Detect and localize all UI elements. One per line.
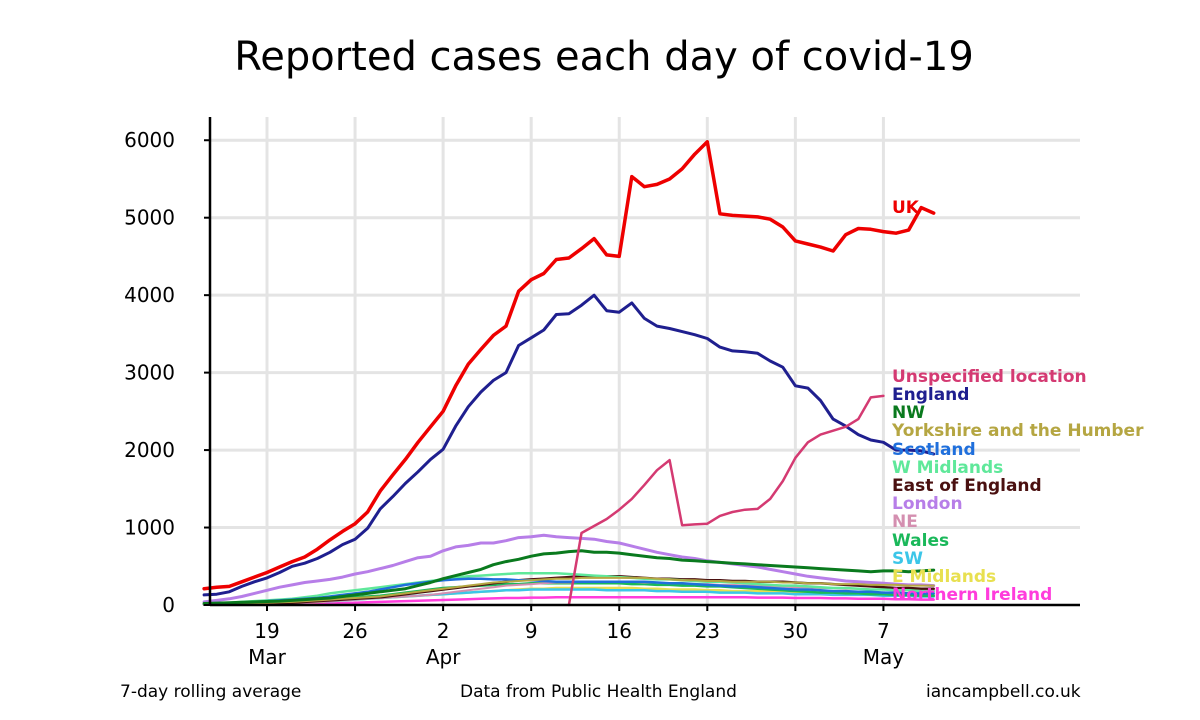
axes	[204, 117, 1080, 611]
x-tick-label: 26	[342, 619, 367, 643]
series-lines	[202, 140, 936, 607]
x-tick-label: 9	[525, 619, 538, 643]
legend-label-east-of-england: East of England	[892, 476, 1042, 496]
footer-website: iancampbell.co.uk	[926, 682, 1081, 702]
legend-label-wales: Wales	[892, 531, 949, 551]
x-tick-label: 2	[437, 619, 450, 643]
footer-note-rolling-average: 7-day rolling average	[120, 682, 302, 702]
legend-label-london: London	[892, 494, 963, 514]
series-line-london	[202, 533, 936, 604]
x-tick-label: 7	[877, 619, 890, 643]
y-tick-label: 4000	[124, 283, 175, 307]
series-line-northern-ireland	[202, 596, 935, 606]
y-tick-label: 6000	[124, 128, 175, 152]
x-month-label: May	[863, 645, 905, 669]
footer-data-source: Data from Public Health England	[460, 682, 737, 702]
legend-label-england: England	[892, 385, 969, 405]
y-tick-label: 0	[162, 593, 175, 617]
x-tick-label: 30	[783, 619, 808, 643]
legend-label-scotland: Scotland	[892, 440, 976, 460]
legend-label-e-midlands: E Midlands	[892, 567, 996, 587]
legend-label-nw: NW	[892, 403, 925, 423]
x-month-label: Apr	[426, 645, 461, 669]
legend-label-w-midlands: W Midlands	[892, 458, 1003, 478]
series-line-uk	[202, 140, 936, 591]
legend-label-ne: NE	[892, 512, 918, 532]
legend-label-sw: SW	[892, 549, 923, 569]
x-month-label: Mar	[248, 645, 287, 669]
series-line-yorkshire-and-the-humber	[203, 576, 935, 606]
series-line-unspecified-location	[567, 394, 885, 607]
y-tick-label: 1000	[124, 516, 175, 540]
x-tick-label: 23	[695, 619, 720, 643]
legend-label-northern-ireland: Northern Ireland	[892, 585, 1052, 605]
series-line-england	[202, 293, 936, 597]
series-line-nw	[202, 549, 936, 605]
x-tick-label: 16	[607, 619, 632, 643]
legend: UK Unspecified locationEnglandNWYorkshire…	[891, 198, 1144, 605]
legend-label-yorkshire-and-the-humber: Yorkshire and the Humber	[891, 421, 1144, 441]
series-line-w-midlands	[202, 571, 935, 605]
chart-title: Reported cases each day of covid-19	[234, 34, 974, 80]
legend-label-uk: UK	[892, 198, 920, 218]
gridlines	[210, 117, 1080, 605]
y-tick-label: 3000	[124, 361, 175, 385]
y-tick-label: 2000	[124, 438, 175, 462]
x-tick-label: 19	[254, 619, 279, 643]
legend-label-unspecified-location: Unspecified location	[892, 367, 1087, 387]
y-tick-label: 5000	[124, 206, 175, 230]
